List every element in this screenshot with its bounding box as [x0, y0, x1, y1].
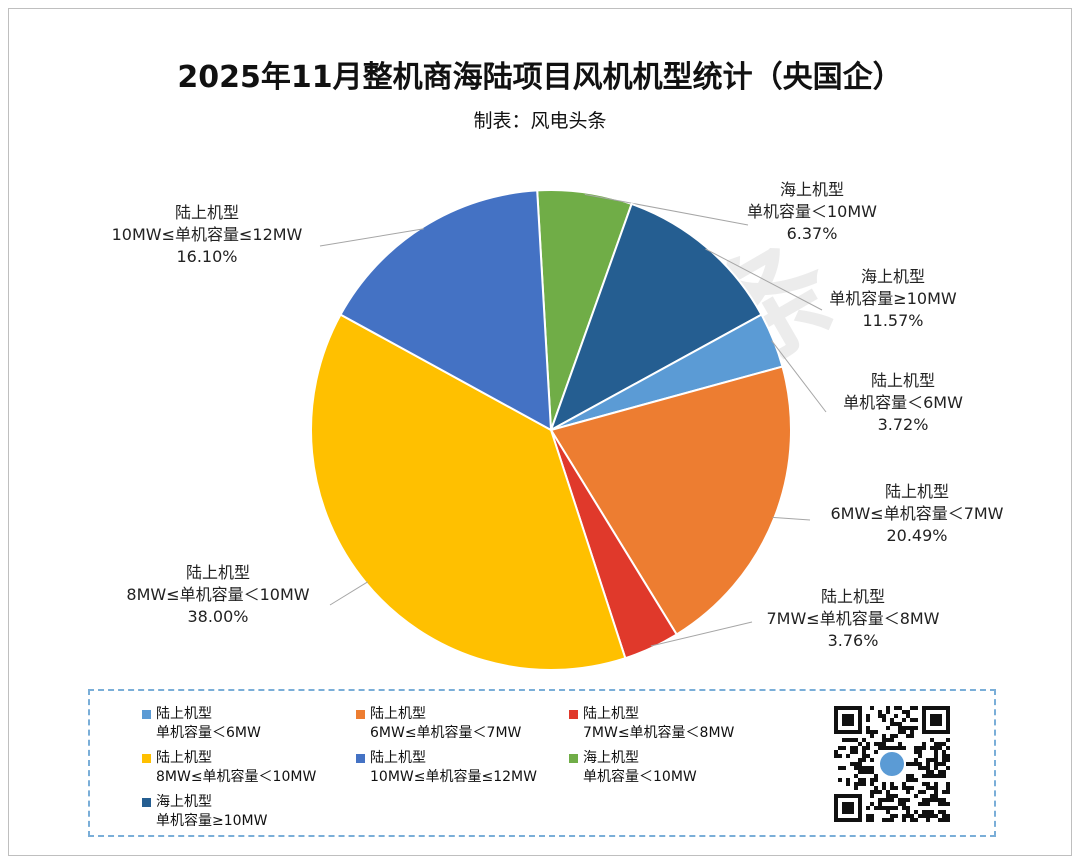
legend-swatch — [142, 798, 151, 807]
chart-frame — [8, 8, 1072, 856]
legend-label-line1: 陆上机型 — [583, 706, 639, 722]
legend-label-line2: 7MW≤单机容量＜8MW — [583, 725, 735, 741]
slice-label: 陆上机型 7MW≤单机容量＜8MW 3.76% — [766, 587, 939, 650]
legend-label-line1: 海上机型 — [156, 794, 212, 810]
legend-label-line1: 海上机型 — [583, 750, 639, 766]
legend-label-line1: 陆上机型 — [156, 750, 212, 766]
legend-item: 陆上机型 10MW≤单机容量≤12MW — [356, 749, 537, 787]
legend: 陆上机型 单机容量＜6MW 陆上机型 6MW≤单机容量＜7MW 陆上机型 7MW≤单机容量… — [88, 689, 996, 837]
legend-label-line2: 6MW≤单机容量＜7MW — [370, 725, 522, 741]
legend-label-line2: 单机容量≥10MW — [156, 813, 268, 829]
slice-label: 陆上机型 6MW≤单机容量＜7MW 20.49% — [830, 482, 1003, 545]
legend-swatch — [569, 754, 578, 763]
legend-label-line2: 10MW≤单机容量≤12MW — [370, 769, 537, 785]
legend-label-line1: 陆上机型 — [156, 706, 212, 722]
leader-line — [319, 228, 424, 247]
leader-line — [329, 581, 369, 606]
leader-line — [771, 340, 827, 413]
legend-item: 陆上机型 6MW≤单机容量＜7MW — [356, 705, 522, 743]
pie-slice — [549, 365, 792, 636]
chart-title: 2025年11月整机商海陆项目风机机型统计（央国企） — [177, 60, 903, 95]
pie-slice — [339, 189, 553, 432]
leader-line — [650, 621, 753, 647]
slice-label: 陆上机型 8MW≤单机容量＜10MW 38.00% — [126, 563, 309, 626]
legend-item: 陆上机型 7MW≤单机容量＜8MW — [569, 705, 735, 743]
legend-label-line1: 陆上机型 — [370, 706, 426, 722]
chart-subtitle: 制表：风电头条 — [473, 110, 607, 132]
legend-item: 海上机型单机容量＜10MW — [569, 749, 697, 787]
leader-line — [772, 516, 811, 521]
slice-label: 陆上机型 10MW≤单机容量≤12MW 16.10% — [112, 203, 303, 266]
slice-label: 海上机型单机容量＜10MW 6.37% — [747, 180, 877, 243]
legend-swatch — [142, 710, 151, 719]
legend-item: 陆上机型 8MW≤单机容量＜10MW — [142, 749, 317, 787]
leader-line — [705, 248, 823, 311]
legend-label-line2: 8MW≤单机容量＜10MW — [156, 769, 317, 785]
legend-swatch — [569, 710, 578, 719]
legend-item: 海上机型单机容量≥10MW — [142, 793, 268, 831]
slice-label: 海上机型单机容量≥10MW 11.57% — [829, 267, 957, 330]
pie-slice — [549, 202, 763, 433]
leader-line — [584, 193, 749, 226]
legend-swatch — [142, 754, 151, 763]
slice-label: 陆上机型单机容量＜6MW 3.72% — [843, 371, 963, 434]
legend-swatch — [356, 710, 365, 719]
legend-label-line1: 陆上机型 — [370, 750, 426, 766]
legend-label-line2: 单机容量＜6MW — [156, 725, 261, 741]
qr-code-icon — [834, 706, 950, 822]
legend-swatch — [356, 754, 365, 763]
legend-label-line2: 单机容量＜10MW — [583, 769, 697, 785]
legend-item: 陆上机型单机容量＜6MW — [142, 705, 261, 743]
